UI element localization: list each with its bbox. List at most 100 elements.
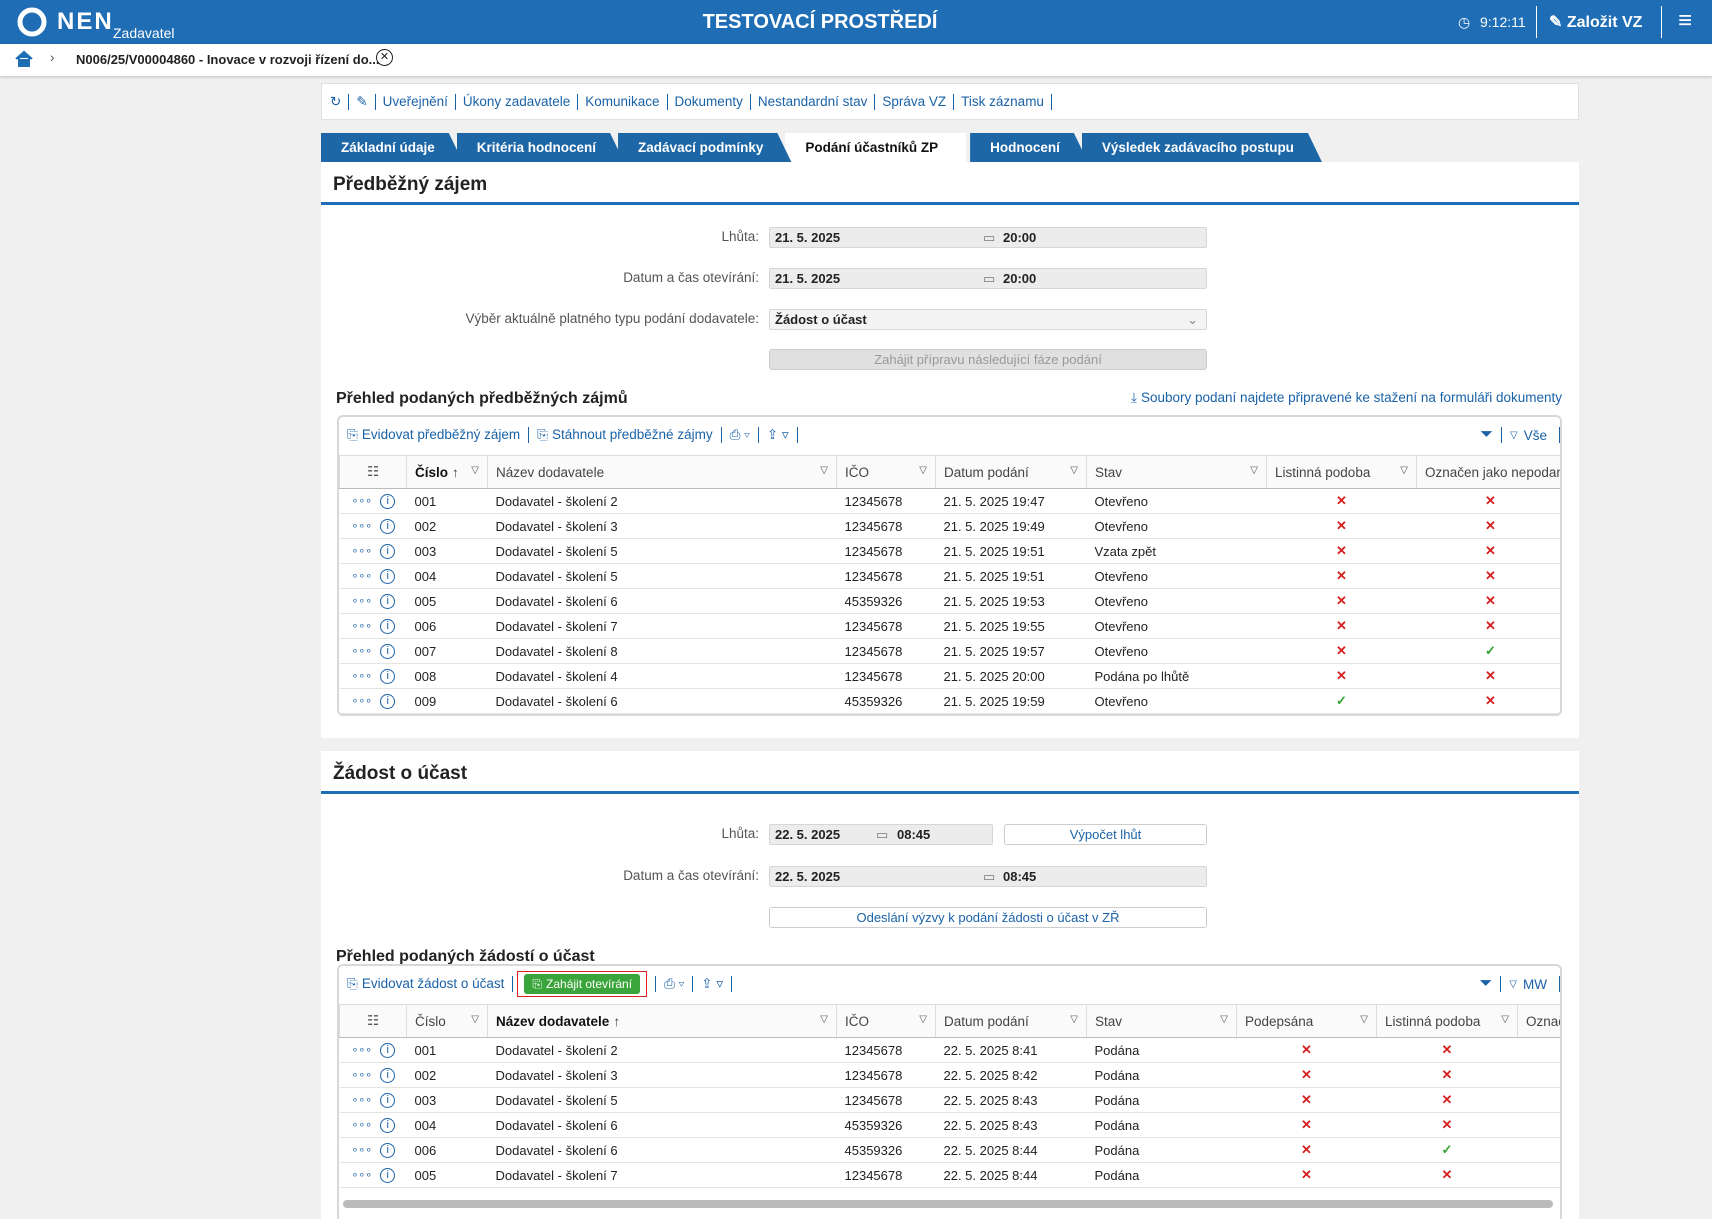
tab[interactable]: Základní údaje	[321, 133, 463, 162]
info-button[interactable]: i	[380, 1168, 395, 1183]
more-button[interactable]: ∘∘∘	[352, 1069, 373, 1081]
toolbar-item[interactable]: Správa VZ	[882, 94, 946, 109]
toolbar-item[interactable]: Uveřejnění	[383, 94, 448, 109]
info-button[interactable]: i	[380, 1093, 395, 1108]
column-header[interactable]: Označen jako nepodaný	[1518, 1005, 1563, 1038]
column-header[interactable]: Označen jako nepodaný	[1417, 456, 1563, 489]
column-header[interactable]: Stav▽	[1087, 456, 1267, 489]
cell: 21. 5. 2025 19:51	[936, 564, 1087, 589]
column-header[interactable]: Stav▽	[1087, 1005, 1237, 1038]
info-button[interactable]: i	[380, 669, 395, 684]
tab[interactable]: Hodnocení	[970, 133, 1088, 162]
home-icon[interactable]	[14, 50, 34, 68]
select[interactable]: Žádost o účast⌄	[769, 309, 1207, 330]
action-label: Evidovat předběžný zájem	[362, 427, 520, 442]
more-button[interactable]: ∘∘∘	[352, 620, 373, 632]
grid-action[interactable]: ⎘Evidovat žádost o účast	[347, 976, 504, 992]
separator	[577, 94, 578, 110]
menu-button[interactable]: ≡	[1678, 7, 1692, 35]
info-button[interactable]: i	[380, 1118, 395, 1133]
column-header[interactable]: Číslo▽	[407, 1005, 488, 1038]
toolbar-item[interactable]: Tisk záznamu	[961, 94, 1044, 109]
filter-preset[interactable]: Vše	[1524, 428, 1547, 443]
toolbar-item[interactable]: Úkony zadavatele	[463, 94, 570, 109]
column-header[interactable]: Datum podání▽	[936, 456, 1087, 489]
more-button[interactable]: ∘∘∘	[352, 1094, 373, 1106]
column-header[interactable]: Listinná podoba▽	[1267, 456, 1417, 489]
clock-icon: ◷	[1458, 14, 1470, 31]
export-button[interactable]: ⇪ ▿	[767, 427, 789, 443]
info-button[interactable]: i	[380, 1068, 395, 1083]
info-button[interactable]: i	[380, 594, 395, 609]
tab[interactable]: Kritéria hodnocení	[457, 133, 624, 162]
more-button[interactable]: ∘∘∘	[352, 670, 373, 682]
edit-icon: ✎	[356, 94, 367, 110]
info-button[interactable]: i	[380, 1143, 395, 1158]
print-button[interactable]: ⎙ ▿	[730, 427, 750, 443]
date-input[interactable]: 22. 5. 2025▭08:45	[769, 824, 993, 845]
filter-preset[interactable]: MW	[1523, 977, 1547, 992]
filter-icon[interactable]: ⏷	[1479, 975, 1492, 993]
info-button[interactable]: i	[380, 694, 395, 709]
column-header[interactable]: IČO▽	[837, 1005, 936, 1038]
grid-action[interactable]: ⎘Stáhnout předběžné zájmy	[537, 427, 712, 443]
date-input[interactable]: 21. 5. 2025▭20:00	[769, 227, 1207, 248]
export-button[interactable]: ⇪ ▿	[701, 976, 723, 992]
column-header[interactable]: Název dodavatele↑▽	[488, 1005, 837, 1038]
column-header[interactable]: Číslo↑▽	[407, 456, 488, 489]
date-input[interactable]: 21. 5. 2025▭20:00	[769, 268, 1207, 289]
column-title: IČO	[845, 465, 869, 480]
column-header[interactable]: Datum podání▽	[936, 1005, 1087, 1038]
more-button[interactable]: ∘∘∘	[352, 570, 373, 582]
more-button[interactable]: ∘∘∘	[352, 595, 373, 607]
info-button[interactable]: i	[380, 1043, 395, 1058]
tab[interactable]: Výsledek zadávacího postupu	[1082, 133, 1322, 162]
tab[interactable]: Podání účastníků ZP	[785, 133, 966, 162]
more-button[interactable]: ∘∘∘	[352, 1044, 373, 1056]
more-button[interactable]: ∘∘∘	[352, 1119, 373, 1131]
more-button[interactable]: ∘∘∘	[352, 520, 373, 532]
toolbar-item[interactable]: Nestandardní stav	[758, 94, 868, 109]
info-button[interactable]: i	[380, 519, 395, 534]
column-header[interactable]: Název dodavatele▽	[488, 456, 837, 489]
separator	[655, 976, 656, 992]
info-button[interactable]: i	[380, 569, 395, 584]
filter-icon[interactable]: ⏷	[1480, 426, 1493, 444]
more-button[interactable]: ∘∘∘	[352, 495, 373, 507]
more-button[interactable]: ∘∘∘	[352, 1169, 373, 1181]
date-input[interactable]: 22. 5. 2025▭08:45	[769, 866, 1207, 887]
info-button[interactable]: i	[380, 619, 395, 634]
column-header[interactable]: IČO▽	[837, 456, 936, 489]
more-button[interactable]: ∘∘∘	[352, 1144, 373, 1156]
separator	[758, 427, 759, 443]
column-title: Název dodavatele	[496, 465, 604, 480]
header-row: ☷Číslo↑▽Název dodavatele▽IČO▽Datum podán…	[340, 456, 1563, 489]
more-button[interactable]: ∘∘∘	[352, 695, 373, 707]
more-button[interactable]: ∘∘∘	[352, 645, 373, 657]
grid-action[interactable]: ⎘Evidovat předběžný zájem	[347, 427, 520, 443]
filter-toggle[interactable]: ▽	[1509, 979, 1517, 990]
info-button[interactable]: i	[380, 544, 395, 559]
info-button[interactable]: i	[380, 494, 395, 509]
toolbar-item[interactable]: Dokumenty	[675, 94, 743, 109]
column-title: Stav	[1095, 1014, 1122, 1029]
grid-action[interactable]: ⎘Zahájit otevírání	[524, 974, 640, 994]
filter-toggle[interactable]: ▽	[1510, 430, 1518, 441]
column-title: Listinná podoba	[1385, 1014, 1480, 1029]
info-button[interactable]: i	[380, 644, 395, 659]
scrollbar[interactable]	[343, 1200, 1553, 1208]
print-button[interactable]: ⎙ ▿	[664, 976, 684, 992]
button[interactable]: Výpočet lhůt	[1004, 824, 1207, 845]
download-link[interactable]: ⤓Soubory podaní najdete připravené ke st…	[1131, 390, 1562, 406]
calendar-icon: ▭	[983, 228, 995, 247]
create-label[interactable]: Založit VZ	[1567, 14, 1643, 31]
more-button[interactable]: ∘∘∘	[352, 545, 373, 557]
button[interactable]: Odeslání výzvy k podání žádosti o účast …	[769, 907, 1207, 928]
close-button[interactable]: ✕	[376, 49, 393, 66]
column-header[interactable]: Podepsána▽	[1237, 1005, 1377, 1038]
column-header[interactable]: Listinná podoba▽	[1377, 1005, 1518, 1038]
breadcrumb-item[interactable]: N006/25/V00004860 - Inovace v rozvoji ří…	[76, 52, 379, 67]
toolbar-item[interactable]: Komunikace	[585, 94, 659, 109]
tab[interactable]: Zadávací podmínky	[618, 133, 791, 162]
create-button[interactable]: ✎ Založit VZ	[1549, 12, 1642, 32]
